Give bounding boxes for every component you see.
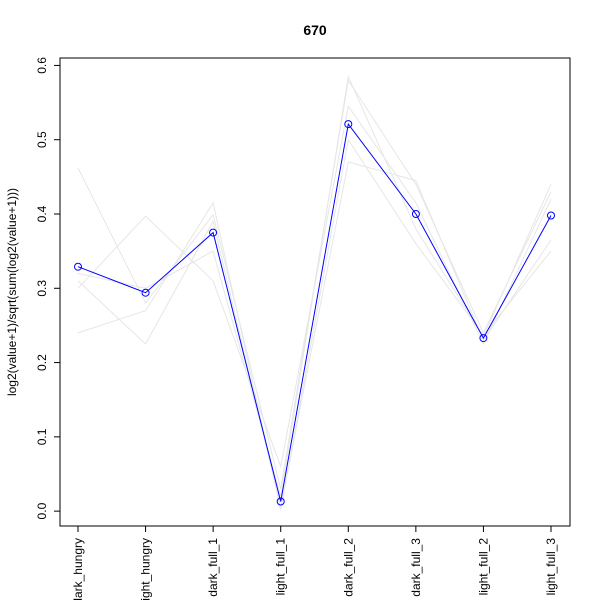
x-tick-label-dark_hungry: dark_hungry	[71, 538, 85, 600]
background-series-line-5	[77, 74, 552, 497]
highlight-point-light_full_3	[547, 211, 555, 220]
plot-frame	[59, 57, 571, 527]
highlight-point-dark_hungry	[74, 262, 82, 271]
background-series-line-4	[77, 161, 552, 508]
x-tick-label-light_full_3: light_full_3	[544, 538, 558, 596]
highlight-point-dark_full_1	[209, 228, 218, 237]
highlight-point-light_full_2	[479, 334, 488, 343]
x-tick-label-light_full_2: light_full_2	[476, 538, 490, 596]
y-tick-label-0.4: 0.4	[35, 205, 49, 222]
highlight-point-light_full_1	[276, 497, 285, 506]
x-tick-label-dark_full_2: dark_full_2	[341, 538, 355, 597]
y-tick-label-0.2: 0.2	[35, 354, 49, 371]
x-axis: dark_hungry light_hungry dark_full_1 light_…	[71, 526, 558, 600]
y-tick-label-0.0: 0.0	[35, 502, 49, 519]
x-tick-label-dark_full_1: dark_full_1	[206, 538, 220, 597]
highlight-series-group	[74, 120, 555, 506]
x-tick-label-light_hungry: light_hungry	[139, 538, 153, 600]
y-tick-label-0.3: 0.3	[35, 280, 49, 297]
highlight-point-dark_full_2	[344, 120, 353, 129]
y-tick-label-0.5: 0.5	[35, 131, 49, 148]
x-tick-label-dark_full_3: dark_full_3	[409, 538, 423, 597]
x-tick-label-light_full_1: light_full_1	[274, 538, 288, 596]
highlight-series-line	[77, 122, 552, 502]
y-axis: 0.0 0.1 0.2 0.3 0.4 0.5 0.6	[35, 57, 60, 519]
y-tick-label-0.6: 0.6	[35, 57, 49, 74]
highlight-point-dark_full_3	[411, 210, 420, 218]
chart-title: 670	[303, 22, 327, 38]
highlight-point-light_hungry	[141, 288, 150, 297]
y-tick-label-0.1: 0.1	[35, 428, 49, 445]
y-axis-label: log2(value+1)/sqrt(sum(log2(value+1)))	[5, 188, 19, 396]
